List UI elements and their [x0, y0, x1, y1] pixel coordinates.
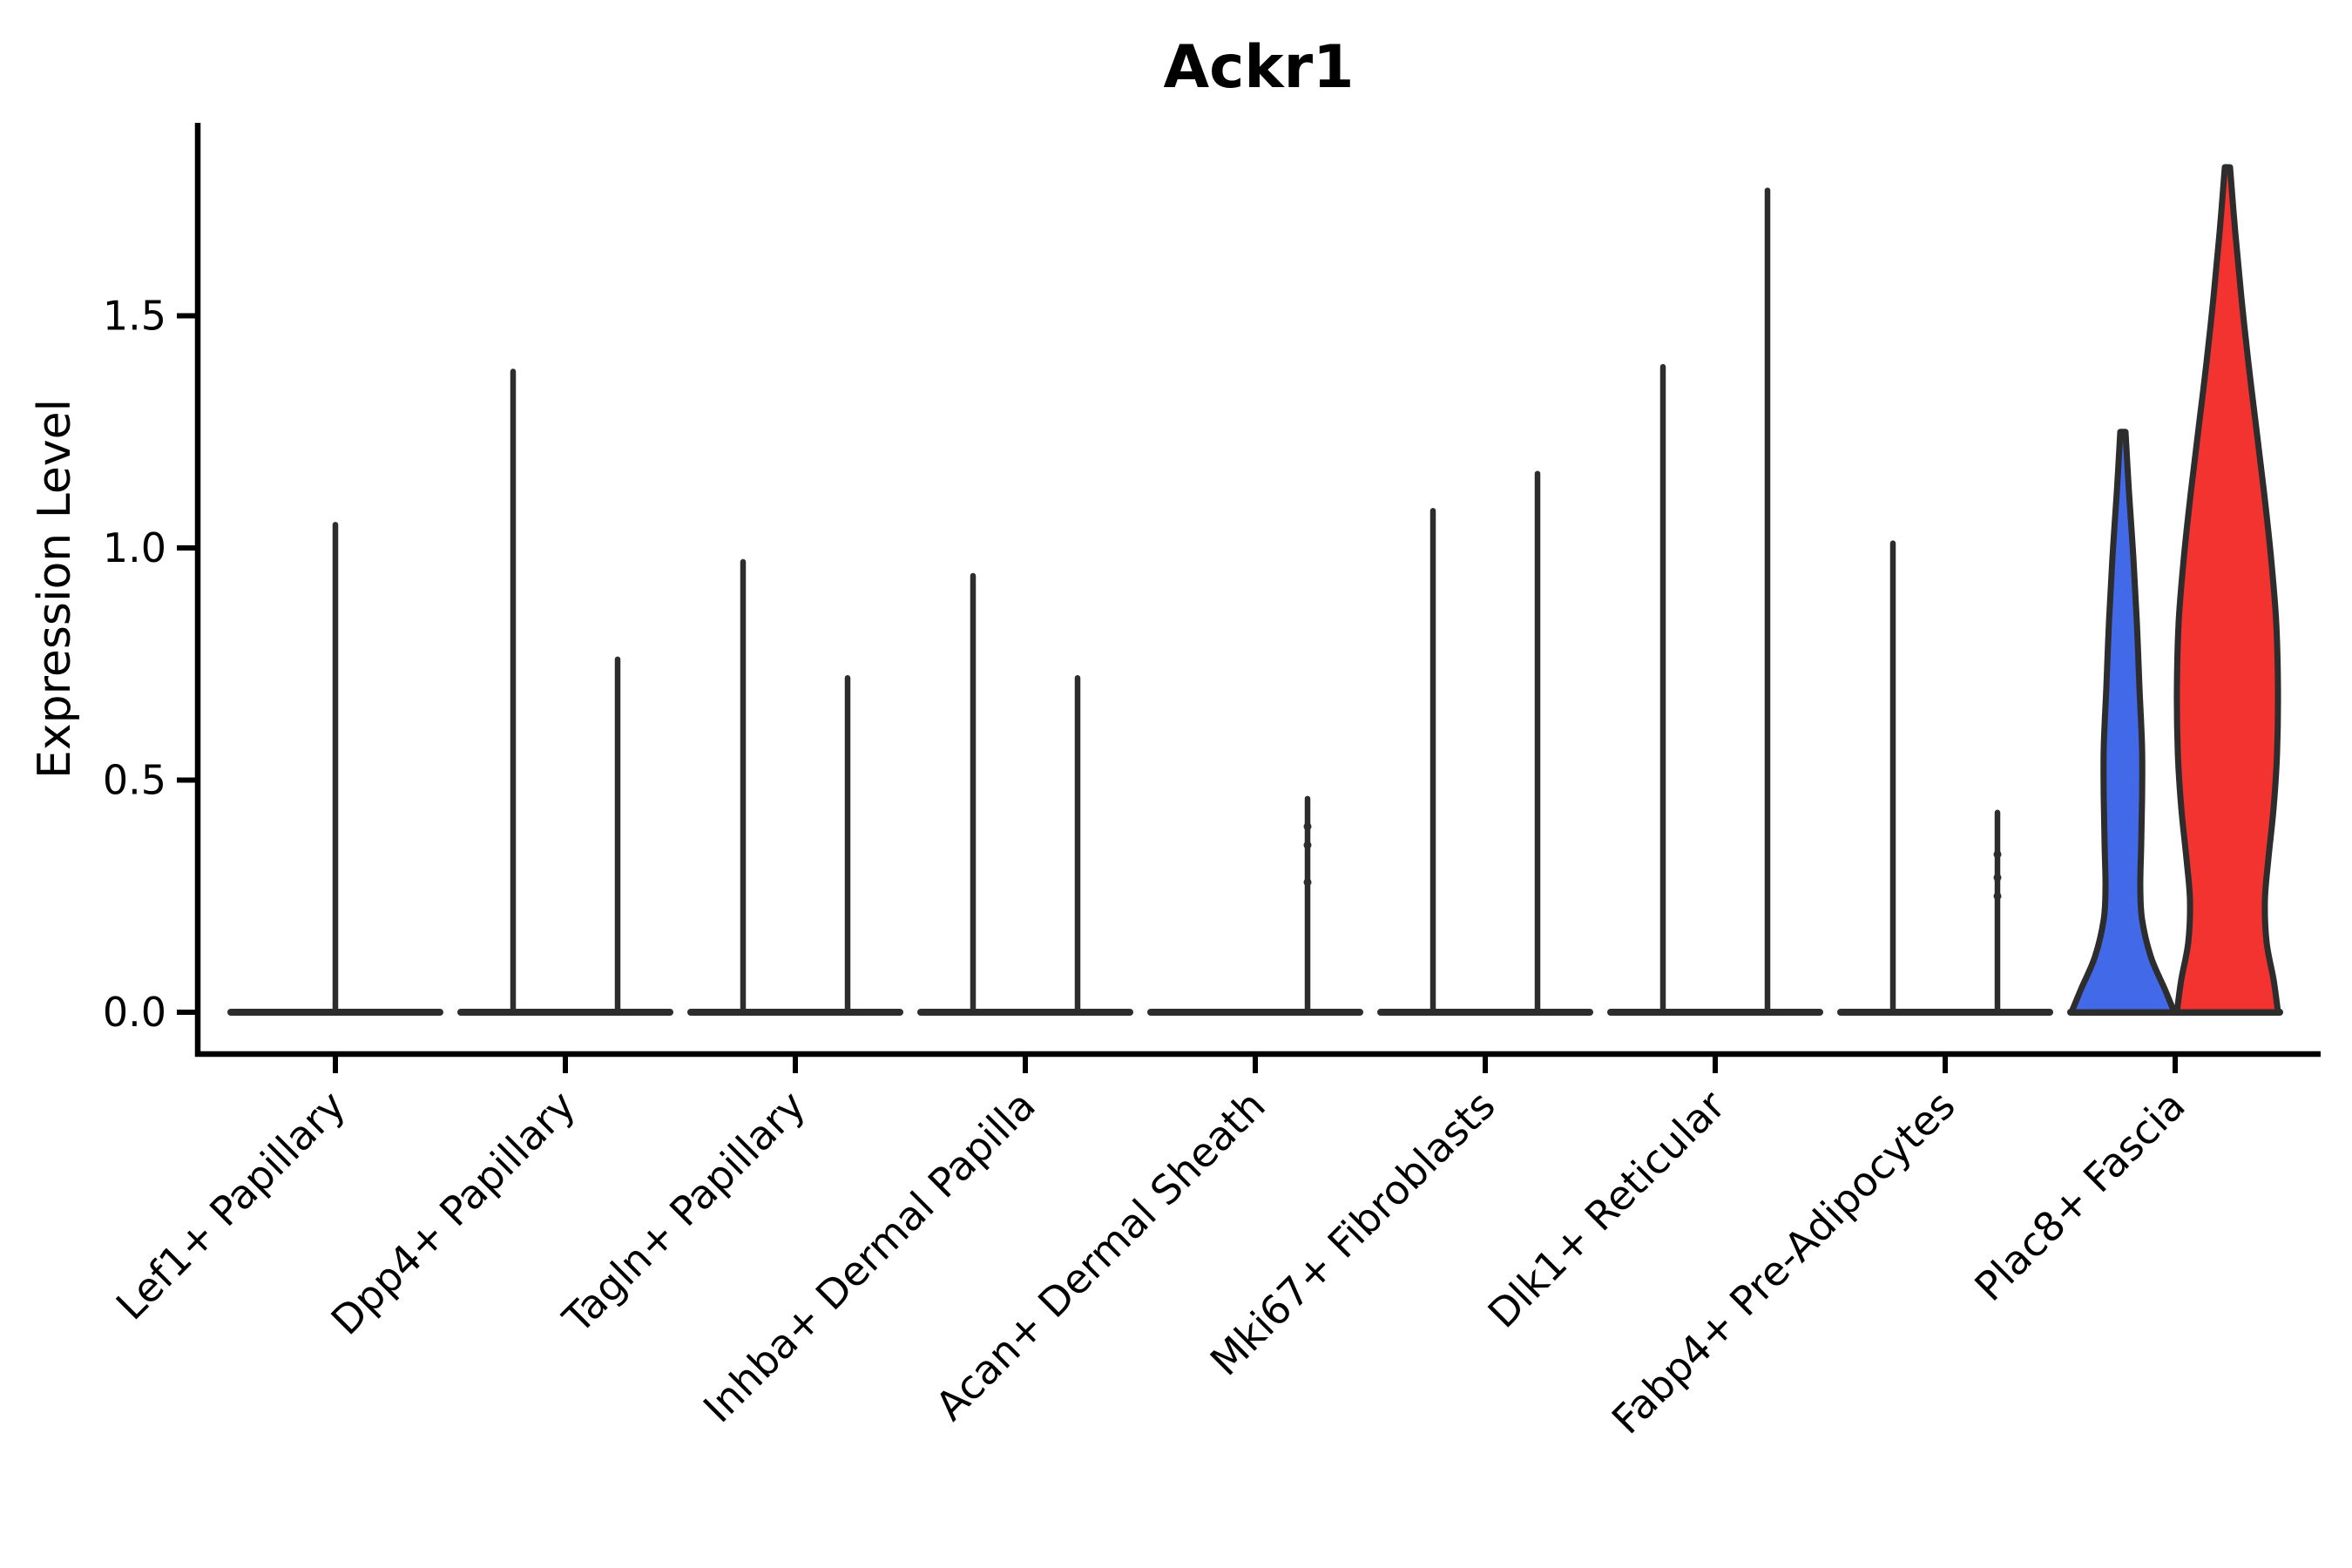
- x-tick-label-dpp4-papillary: Dpp4+ Papillary: [322, 1082, 585, 1344]
- y-tick-label: 1.5: [103, 293, 166, 340]
- violin-point-fabp4-pre-adipocytes: [1993, 873, 2002, 882]
- x-tick-label-lef1-papillary: Lef1+ Papillary: [107, 1082, 355, 1329]
- violin-point-fabp4-pre-adipocytes: [1993, 892, 2002, 901]
- y-tick-label: 0.0: [103, 989, 166, 1036]
- violin-filled-plac8-fascia-left: [2068, 429, 2178, 1016]
- y-tick-label: 0.5: [103, 757, 166, 804]
- violin-point-acan-dermal-sheath: [1303, 878, 1312, 887]
- y-tick-label: 1.0: [103, 524, 166, 571]
- violin-filled-plac8-fascia-right: [2173, 164, 2281, 1016]
- x-tick-label-tagln-papillary: Tagln+ Papillary: [553, 1082, 814, 1343]
- violin-point-acan-dermal-sheath: [1303, 841, 1312, 849]
- violin-point-fabp4-pre-adipocytes: [1993, 850, 2002, 859]
- y-axis-label: Expression Level: [29, 399, 81, 779]
- x-tick-label-plac8-fascia: Plac8+ Fascia: [1965, 1082, 2193, 1310]
- chart-title: Ackr1: [1163, 33, 1354, 102]
- axes-spines: [194, 123, 2321, 1058]
- violin-point-acan-dermal-sheath: [1303, 822, 1312, 831]
- x-tick-label-dlk1-reticular: Dlk1+ Reticular: [1479, 1082, 1734, 1337]
